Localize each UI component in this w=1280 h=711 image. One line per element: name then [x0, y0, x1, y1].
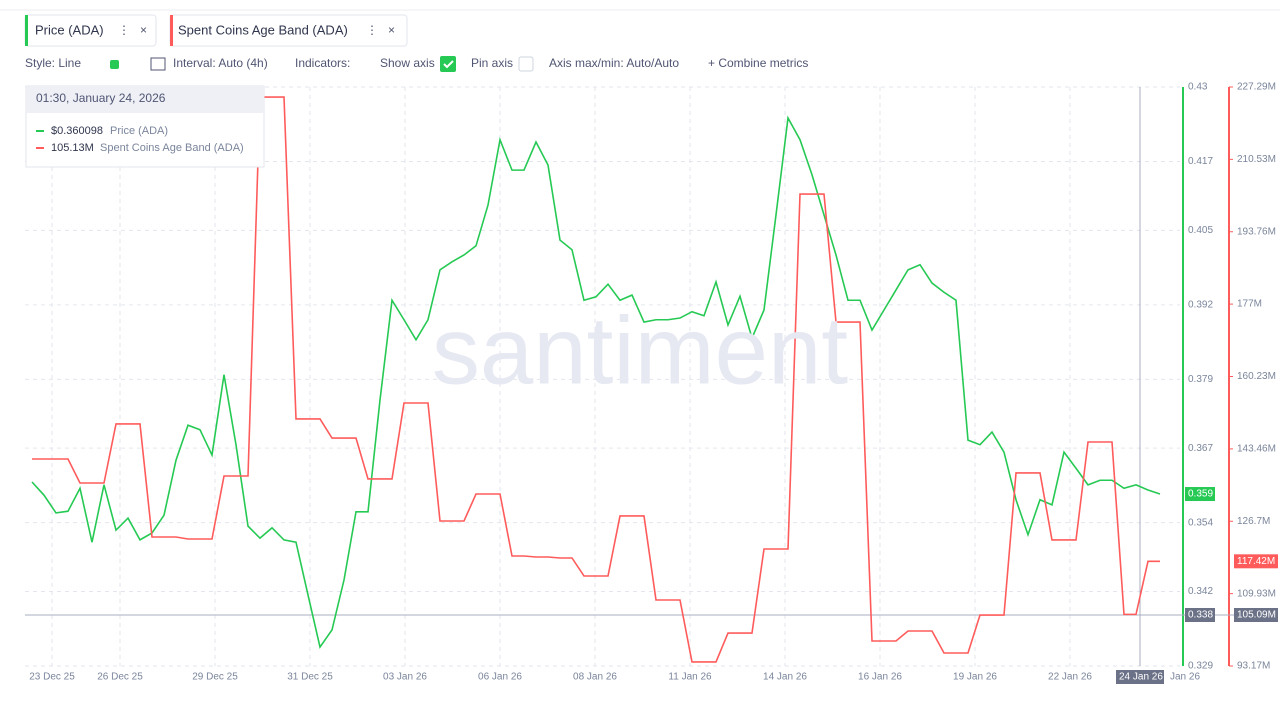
x-tick-label: 29 Dec 25	[192, 672, 238, 683]
x-tick-label: 31 Dec 25	[287, 672, 333, 683]
y-tick-label: 0.354	[1188, 517, 1213, 528]
y2-tick-label: 193.76M	[1237, 226, 1276, 237]
y-tick-label: 0.342	[1188, 586, 1213, 597]
y2-tick-label: 143.46M	[1237, 444, 1276, 455]
y2-tick-label: 109.93M	[1237, 588, 1276, 599]
combine-metrics[interactable]: + Combine metrics	[708, 56, 808, 70]
metric-name: Price (ADA)	[35, 22, 104, 37]
last-value-label-bg	[1185, 487, 1215, 502]
y-tick-label: 0.392	[1188, 299, 1213, 310]
color-picker[interactable]	[110, 60, 119, 69]
show-axis[interactable]: Show axis	[380, 56, 435, 70]
pin-axis[interactable]: Pin axis	[471, 56, 513, 70]
menu[interactable]: ⋮	[118, 23, 130, 37]
tooltip-time: 01:30, January 24, 2026	[36, 91, 166, 105]
menu[interactable]: ⋮	[366, 23, 378, 37]
y2-tick-label: 210.53M	[1237, 154, 1276, 165]
last-value-label: 117.42M	[1237, 556, 1275, 567]
close[interactable]: ×	[140, 23, 147, 37]
y2-tick-label: 126.7M	[1237, 516, 1270, 527]
tooltip-value: $0.360098	[51, 125, 103, 137]
crosshair-y2-label-bg	[1234, 608, 1278, 622]
x-tick-label: 26 Dec 25	[97, 672, 143, 683]
series-line	[32, 96, 1160, 663]
crosshair-x-label-bg	[1116, 670, 1164, 684]
y-tick-label: 0.405	[1188, 225, 1213, 236]
style-select[interactable]: Style: Line	[25, 56, 81, 70]
crosshair-x-label: 24 Jan 26	[1119, 672, 1163, 683]
y-tick-label: 0.379	[1188, 374, 1213, 385]
tooltip: 01:30, January 24, 2026 $0.360098 Price …	[25, 85, 265, 168]
y-tick-label: 0.43	[1188, 82, 1208, 93]
check	[443, 60, 454, 69]
y-tick-label: 0.367	[1188, 443, 1213, 454]
pin-axis-checkbox[interactable]	[518, 56, 534, 72]
axis-maxmin[interactable]: Axis max/min: Auto/Auto	[549, 56, 679, 70]
x-tick-label: 03 Jan 26	[383, 672, 427, 683]
y2-tick-label: 177M	[1237, 299, 1262, 310]
x-tick-label: 23 Dec 25	[29, 672, 75, 683]
last-value-label-bg	[1234, 554, 1278, 569]
metric-pill[interactable]: Spent Coins Age Band (ADA) ⋮ ×	[169, 14, 408, 47]
x-tick-label: Jan 26	[1170, 672, 1200, 683]
watermark: santiment	[432, 297, 848, 404]
tooltip-value: 105.13M	[51, 142, 94, 154]
metric-name: Spent Coins Age Band (ADA)	[178, 22, 348, 37]
x-tick-label: 19 Jan 26	[953, 672, 997, 683]
y-tick-label: 0.329	[1188, 661, 1213, 672]
tooltip-name: Price (ADA)	[110, 125, 168, 137]
crosshair-y2-label: 105.09M	[1237, 610, 1276, 621]
x-tick-label: 06 Jan 26	[478, 672, 522, 683]
tooltip-header	[26, 86, 264, 113]
y-tick-label: 0.417	[1188, 156, 1213, 167]
x-tick-label: 08 Jan 26	[573, 672, 617, 683]
close[interactable]: ×	[388, 23, 395, 37]
crosshair-y-label-bg	[1185, 608, 1215, 622]
interval-select[interactable]: Interval: Auto (4h)	[173, 56, 268, 70]
x-tick-label: 14 Jan 26	[763, 672, 807, 683]
crosshair-y-label: 0.338	[1188, 610, 1213, 621]
interval-icon	[150, 57, 166, 71]
metric-pill[interactable]: Price (ADA) ⋮ ×	[24, 14, 157, 47]
x-tick-label: 22 Jan 26	[1048, 672, 1092, 683]
x-tick-label: 16 Jan 26	[858, 672, 902, 683]
y2-tick-label: 160.23M	[1237, 371, 1276, 382]
last-value-label: 0.359	[1188, 489, 1213, 500]
y2-tick-label: 227.29M	[1237, 82, 1276, 93]
series-line	[31, 115, 1161, 650]
show-axis-checkbox[interactable]	[440, 56, 456, 72]
y2-tick-label: 93.17M	[1237, 661, 1270, 672]
indicators-select[interactable]: Indicators:	[295, 56, 350, 70]
tooltip-name: Spent Coins Age Band (ADA)	[100, 142, 244, 154]
x-tick-label: 11 Jan 26	[668, 672, 712, 683]
